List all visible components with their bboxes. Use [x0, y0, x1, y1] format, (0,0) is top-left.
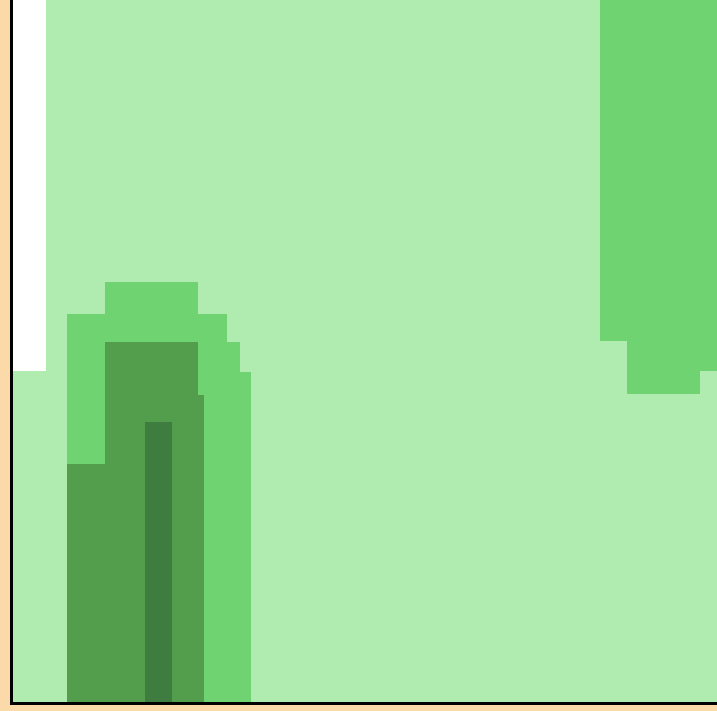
tree-canopy-upper	[67, 314, 227, 342]
frame-bottom-border	[0, 705, 717, 711]
frame-left-border	[0, 0, 10, 711]
tree-trunk	[145, 422, 172, 702]
viewport-left-edge	[10, 0, 13, 705]
viewport-bottom-edge	[10, 702, 717, 705]
white-wall-strip	[13, 0, 46, 371]
tree-shade-upper	[105, 342, 198, 395]
bush-right-edge	[700, 341, 717, 371]
tree-shade-left	[67, 464, 105, 702]
bush-right-base	[627, 341, 700, 394]
tree-canopy-top	[105, 282, 198, 314]
bush-right-body	[600, 0, 717, 341]
